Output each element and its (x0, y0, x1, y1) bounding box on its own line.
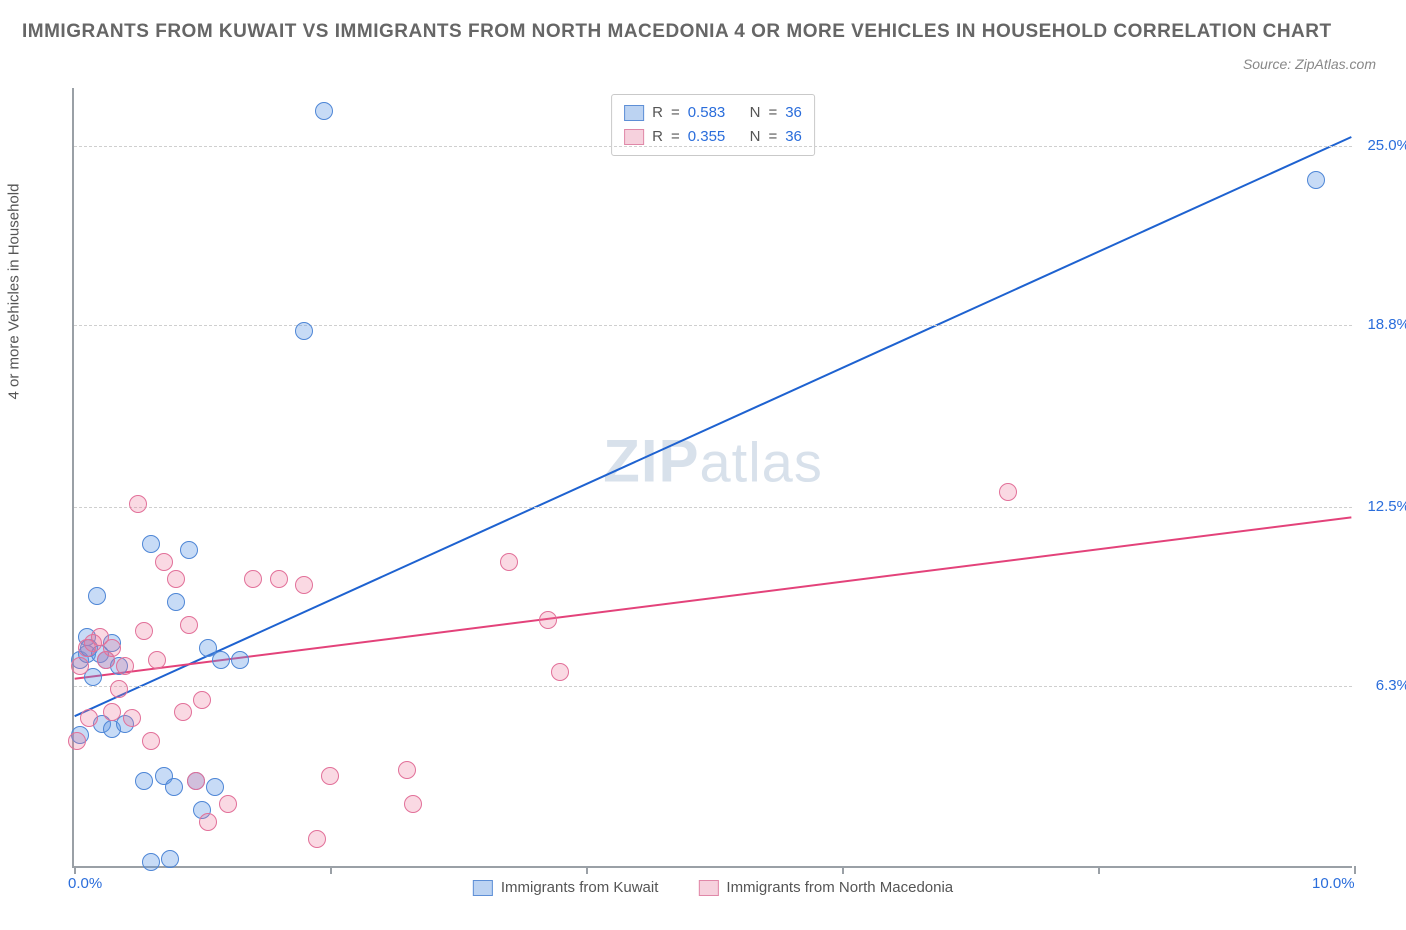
scatter-point-kuwait (88, 587, 106, 605)
scatter-point-north_macedonia (110, 680, 128, 698)
scatter-point-north_macedonia (193, 691, 211, 709)
x-tick (74, 866, 76, 874)
x-tick (1098, 866, 1100, 874)
trend-line-north_macedonia (75, 517, 1352, 678)
scatter-point-north_macedonia (321, 767, 339, 785)
swatch-macedonia-bottom (698, 880, 718, 896)
scatter-point-north_macedonia (174, 703, 192, 721)
scatter-point-kuwait (142, 535, 160, 553)
scatter-point-north_macedonia (270, 570, 288, 588)
y-axis-label: 4 or more Vehicles in Household (6, 184, 23, 400)
scatter-point-kuwait (180, 541, 198, 559)
y-right-label: 25.0% (1356, 137, 1406, 154)
legend-r-prefix: R (652, 101, 663, 125)
scatter-point-north_macedonia (116, 657, 134, 675)
scatter-point-north_macedonia (123, 709, 141, 727)
y-right-label: 18.8% (1356, 316, 1406, 333)
chart-container: 4 or more Vehicles in Household ZIPatlas… (20, 88, 1386, 910)
legend-equals: = (768, 101, 777, 125)
scatter-point-north_macedonia (68, 732, 86, 750)
x-tick (1354, 866, 1356, 874)
trend-line-kuwait (75, 137, 1352, 716)
scatter-point-north_macedonia (295, 576, 313, 594)
gridline (74, 507, 1352, 508)
scatter-point-north_macedonia (219, 795, 237, 813)
scatter-point-north_macedonia (148, 651, 166, 669)
legend-n-kuwait: 36 (785, 101, 802, 125)
chart-title: IMMIGRANTS FROM KUWAIT VS IMMIGRANTS FRO… (22, 18, 1384, 47)
legend-r-kuwait: 0.583 (688, 101, 726, 125)
scatter-point-north_macedonia (398, 761, 416, 779)
trend-lines-layer (74, 88, 1352, 866)
legend-equals: = (671, 101, 680, 125)
scatter-point-north_macedonia (404, 795, 422, 813)
scatter-point-kuwait (206, 778, 224, 796)
scatter-point-north_macedonia (308, 830, 326, 848)
swatch-macedonia (624, 129, 644, 145)
x-tick (586, 866, 588, 874)
y-right-label: 6.3% (1356, 677, 1406, 694)
swatch-kuwait (624, 105, 644, 121)
scatter-point-north_macedonia (142, 732, 160, 750)
legend-item-kuwait: Immigrants from Kuwait (473, 879, 659, 896)
scatter-point-north_macedonia (551, 663, 569, 681)
x-axis-label: 0.0% (68, 875, 102, 892)
scatter-point-north_macedonia (199, 813, 217, 831)
scatter-point-north_macedonia (103, 703, 121, 721)
scatter-point-kuwait (135, 772, 153, 790)
scatter-point-north_macedonia (103, 639, 121, 657)
scatter-point-kuwait (212, 651, 230, 669)
source-label: Source: ZipAtlas.com (1243, 56, 1376, 72)
scatter-point-north_macedonia (180, 616, 198, 634)
scatter-point-kuwait (165, 778, 183, 796)
scatter-point-kuwait (161, 850, 179, 868)
legend-label-macedonia: Immigrants from North Macedonia (726, 879, 953, 896)
legend-stats-row-kuwait: R = 0.583 N = 36 (624, 101, 802, 125)
swatch-kuwait-bottom (473, 880, 493, 896)
scatter-point-kuwait (295, 322, 313, 340)
gridline (74, 146, 1352, 147)
scatter-point-north_macedonia (167, 570, 185, 588)
scatter-point-north_macedonia (500, 553, 518, 571)
scatter-point-kuwait (167, 593, 185, 611)
gridline (74, 686, 1352, 687)
scatter-point-north_macedonia (187, 772, 205, 790)
scatter-point-north_macedonia (155, 553, 173, 571)
x-tick (330, 866, 332, 874)
scatter-point-kuwait (231, 651, 249, 669)
scatter-point-north_macedonia (244, 570, 262, 588)
scatter-point-north_macedonia (135, 622, 153, 640)
legend-item-macedonia: Immigrants from North Macedonia (698, 879, 953, 896)
x-tick (842, 866, 844, 874)
x-axis-label: 10.0% (1312, 875, 1355, 892)
scatter-point-north_macedonia (80, 709, 98, 727)
y-right-label: 12.5% (1356, 498, 1406, 515)
scatter-point-north_macedonia (129, 495, 147, 513)
scatter-point-kuwait (142, 853, 160, 871)
gridline (74, 325, 1352, 326)
legend-n-prefix: N (750, 101, 761, 125)
plot-area: ZIPatlas R = 0.583 N = 36 R = 0.355 N (72, 88, 1352, 868)
legend-label-kuwait: Immigrants from Kuwait (501, 879, 659, 896)
scatter-point-north_macedonia (71, 657, 89, 675)
legend-bottom: Immigrants from Kuwait Immigrants from N… (473, 879, 953, 896)
scatter-point-kuwait (1307, 171, 1325, 189)
scatter-point-north_macedonia (539, 611, 557, 629)
scatter-point-north_macedonia (999, 483, 1017, 501)
scatter-point-kuwait (315, 102, 333, 120)
